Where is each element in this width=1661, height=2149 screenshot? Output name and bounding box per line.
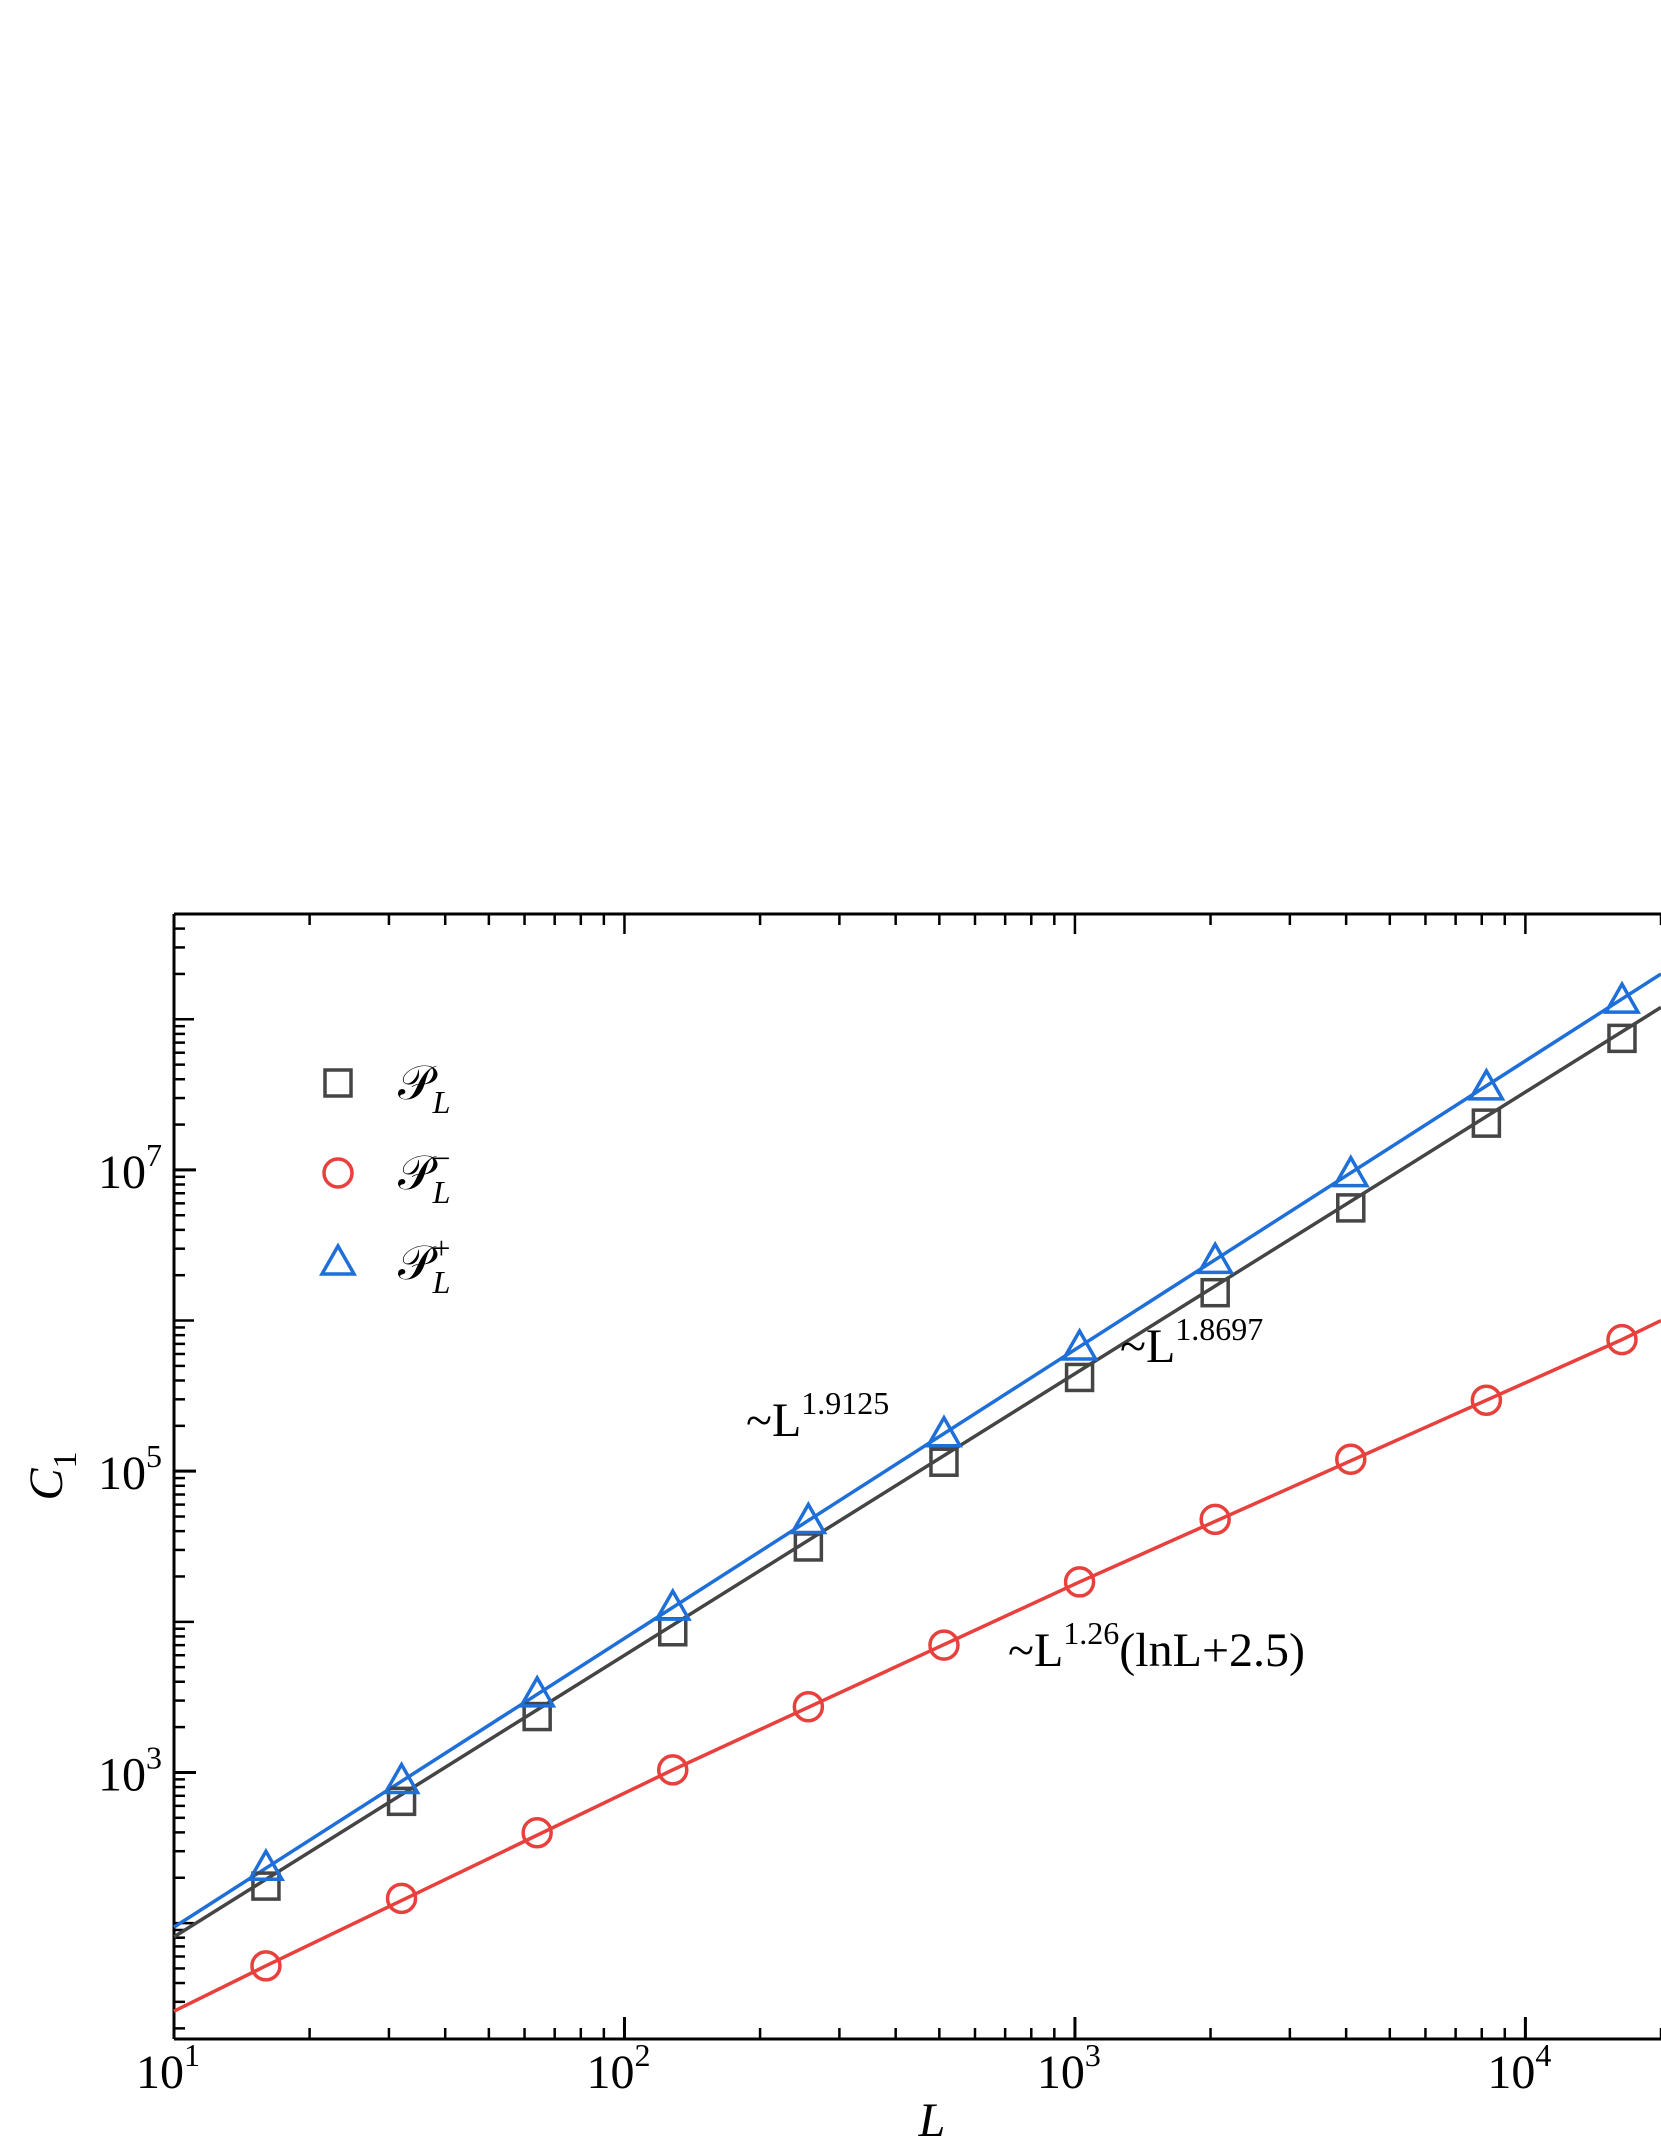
annotation: ~L1.9125 <box>746 1385 889 1447</box>
superscript: 7 <box>146 1137 162 1173</box>
marker <box>521 1816 553 1849</box>
superscript: − <box>432 1140 450 1176</box>
annotation: ~L1.8697 <box>1120 1311 1263 1373</box>
subscript: 1 <box>47 1451 84 1468</box>
superscript: 2 <box>634 2037 650 2073</box>
superscript: + <box>432 1230 450 1266</box>
x-tick-label: 104 <box>1487 2037 1551 2099</box>
marker <box>1470 1384 1503 1416</box>
marker <box>518 1674 557 1708</box>
superscript: 3 <box>1085 2037 1101 2073</box>
marker <box>789 1500 828 1535</box>
marker <box>1467 1067 1506 1101</box>
legend-name: 𝒫 <box>398 1055 438 1111</box>
marker <box>522 1701 552 1732</box>
marker <box>1602 980 1642 1014</box>
fit-line <box>173 1318 1661 2013</box>
x-tick-label: 101 <box>136 2037 200 2099</box>
tick-base: 10 <box>98 1748 146 1801</box>
marker <box>318 1242 358 1276</box>
marker <box>1199 1503 1231 1536</box>
legend-label: 𝒫L <box>398 1055 450 1120</box>
tick-base: 10 <box>1487 2046 1535 2099</box>
marker <box>385 1882 418 1915</box>
legend-name: 𝒫 <box>398 1235 438 1291</box>
annotation-base: ~L <box>1008 1624 1063 1677</box>
annotation-base: ~L <box>1120 1320 1175 1373</box>
y-tick-label: 103 <box>98 1739 162 1801</box>
annotation: ~L1.26(lnL+2.5) <box>1008 1615 1305 1677</box>
subscript: L <box>432 1264 451 1300</box>
fit-line <box>173 972 1661 1929</box>
marker <box>1060 1327 1099 1361</box>
tick-base: 10 <box>1037 2046 1085 2099</box>
marker <box>1196 1240 1235 1275</box>
annotation-base: ~L <box>746 1394 801 1447</box>
legend-label: 𝒫L+ <box>398 1230 450 1300</box>
marker <box>1471 1108 1502 1138</box>
superscript: 5 <box>146 1438 162 1474</box>
marker <box>928 1629 960 1661</box>
superscript: 3 <box>146 1739 162 1775</box>
superscript: 1.9125 <box>801 1385 889 1421</box>
marker <box>1607 1023 1637 1054</box>
legend-label: 𝒫L− <box>398 1140 450 1210</box>
x-tick-label: 102 <box>586 2037 650 2099</box>
marker <box>1331 1154 1370 1188</box>
marker <box>323 1068 353 1098</box>
y-tick-label: 105 <box>98 1438 162 1500</box>
marker <box>1063 1566 1096 1598</box>
marker <box>1064 1362 1095 1393</box>
fit-line <box>173 1005 1661 1939</box>
superscript: 1 <box>184 2037 200 2073</box>
marker <box>1606 1323 1638 1356</box>
tick-base: 10 <box>586 2046 634 2099</box>
marker <box>386 1786 417 1817</box>
tick-base: 10 <box>98 1146 146 1199</box>
superscript: 4 <box>1535 2037 1551 2073</box>
subscript: L <box>432 1084 451 1120</box>
marker <box>246 1847 285 1882</box>
marker <box>251 1871 281 1901</box>
label-base: C <box>20 1468 73 1501</box>
marker <box>250 1950 282 1982</box>
marker <box>1200 1277 1230 1308</box>
x-tick-label: 103 <box>1037 2037 1101 2099</box>
marker <box>322 1157 354 1189</box>
marker <box>1336 1193 1366 1223</box>
x-axis-label: L <box>918 2094 946 2147</box>
marker <box>382 1761 421 1795</box>
marker <box>1335 1443 1367 1476</box>
tick-base: 10 <box>98 1447 146 1500</box>
marker <box>924 1414 963 1448</box>
marker <box>653 1587 692 1621</box>
marker <box>657 1754 689 1786</box>
legend-name: 𝒫 <box>398 1145 438 1201</box>
tick-base: 10 <box>136 2046 184 2099</box>
superscript: 1.8697 <box>1175 1311 1263 1347</box>
marker <box>929 1447 959 1477</box>
superscript: 1.26 <box>1063 1615 1119 1651</box>
marker <box>792 1690 825 1723</box>
y-axis-label: C1 <box>20 1451 84 1500</box>
y-tick-label: 107 <box>98 1137 162 1199</box>
annotation-tail: (lnL+2.5) <box>1119 1624 1305 1677</box>
subscript: L <box>432 1174 451 1210</box>
